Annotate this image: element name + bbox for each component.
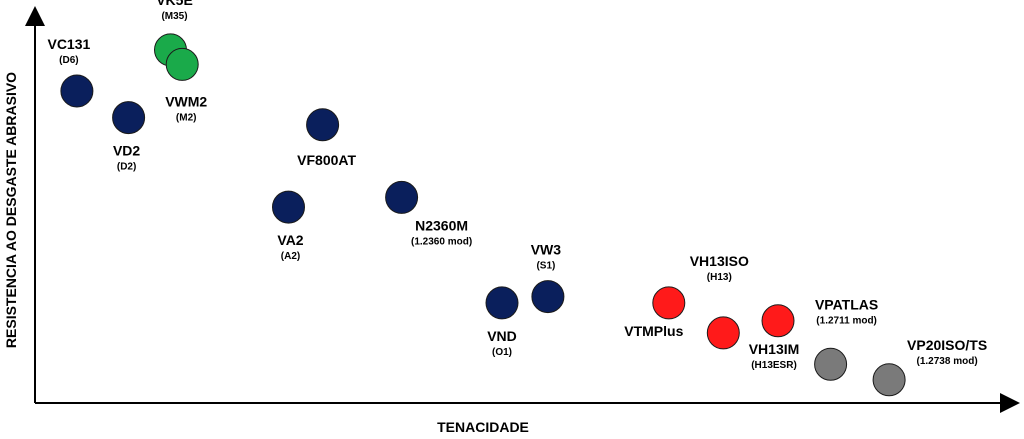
data-sublabel-vwm2: (M2) [176, 112, 197, 123]
data-point-vc131 [60, 74, 94, 108]
data-sublabel-vp20iso-ts: (1.2738 mod) [917, 356, 978, 367]
data-label-vw3: VW3 [531, 242, 562, 258]
data-point-vh13im [761, 304, 795, 338]
data-point-vnd [485, 286, 519, 320]
data-point-vpatlas [814, 347, 848, 381]
data-label-vp20iso-ts: VP20ISO/TS [907, 337, 987, 353]
data-point-vd2 [112, 101, 146, 135]
data-sublabel-vd2: (D2) [117, 162, 136, 173]
data-sublabel-vw3: (S1) [536, 261, 555, 272]
data-label-vd2: VD2 [113, 143, 140, 159]
data-label-vf800at: VF800AT [297, 152, 356, 168]
data-sublabel-vh13iso: (H13) [707, 272, 732, 283]
data-point-vp20iso-ts [872, 363, 906, 397]
data-sublabel-vh13im: (H13ESR) [751, 360, 797, 371]
data-point-vwm2 [165, 47, 199, 81]
y-axis-title: RESISTENCIA AO DESGASTE ABRASIVO [3, 72, 19, 348]
data-point-vf800at [306, 108, 340, 142]
data-point-vtmplus [652, 286, 686, 320]
data-sublabel-vnd: (O1) [492, 347, 512, 358]
data-label-vk5e: VK5E [156, 0, 193, 8]
data-label-vtmplus: VTMPlus [624, 323, 683, 339]
data-label-n2360m: N2360M [415, 217, 468, 233]
data-labels: VC131 (D6) VK5E (M35) VWM2 (M2) VD2 (D2) VF800AT… [47, 0, 987, 371]
data-label-vnd: VND [487, 328, 517, 344]
data-sublabel-vpatlas: (1.2711 mod) [816, 315, 877, 326]
data-point-n2360m [385, 180, 419, 214]
data-label-vwm2: VWM2 [165, 93, 207, 109]
data-label-vh13im: VH13IM [749, 341, 800, 357]
data-point-va2 [272, 190, 305, 224]
data-points [60, 33, 906, 397]
data-point-vh13iso [706, 316, 740, 350]
x-axis-title: TENACIDADE [437, 419, 529, 435]
data-label-vc131: VC131 [47, 36, 90, 52]
data-label-vh13iso: VH13ISO [690, 253, 749, 269]
data-label-vpatlas: VPATLAS [815, 296, 878, 312]
data-sublabel-va2: (A2) [281, 251, 300, 262]
data-sublabel-vc131: (D6) [59, 55, 78, 66]
data-sublabel-n2360m: (1.2360 mod) [411, 236, 472, 247]
data-label-va2: VA2 [277, 232, 303, 248]
data-sublabel-vk5e: (M35) [161, 11, 187, 22]
data-point-vw3 [531, 280, 565, 314]
